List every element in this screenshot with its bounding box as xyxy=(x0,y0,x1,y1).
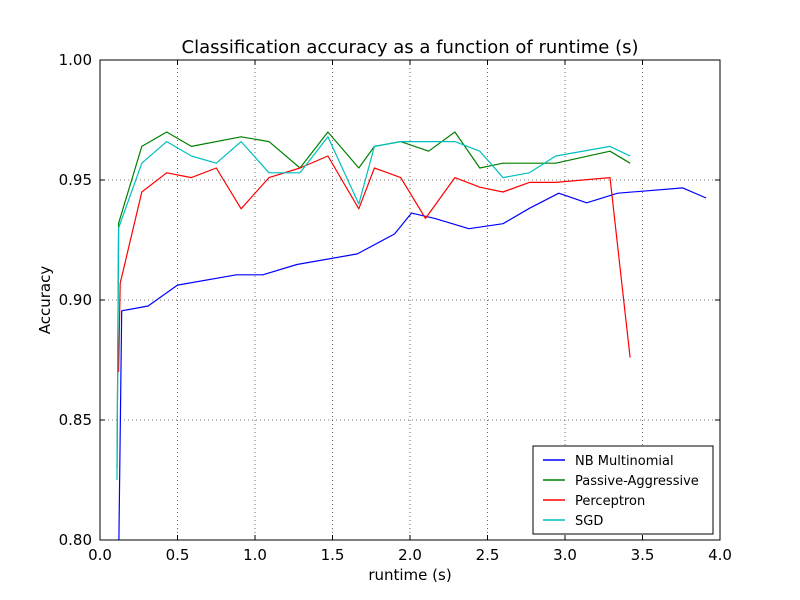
series-lines xyxy=(116,131,707,540)
x-tick-label: 3.5 xyxy=(631,546,655,564)
legend-label-perceptron: Perceptron xyxy=(575,494,645,509)
x-tick-label: 3.0 xyxy=(553,546,577,564)
y-tick-label: 0.85 xyxy=(59,411,92,429)
x-tick-label: 0.0 xyxy=(88,546,112,564)
chart-title: Classification accuracy as a function of… xyxy=(182,37,639,58)
y-axis-label: Accuracy xyxy=(36,266,54,335)
legend-label-passive-aggressive: Passive-Aggressive xyxy=(575,474,699,489)
axis-ticks xyxy=(99,59,721,541)
tick-labels: 0.0 0.5 1.0 1.5 2.0 2.5 3.0 3.5 4.0 0.80 0.85 0.90 0… xyxy=(59,51,732,564)
y-tick-label: 1.00 xyxy=(59,51,92,69)
x-tick-label: 2.0 xyxy=(398,546,422,564)
series-line-perceptron xyxy=(118,155,631,373)
legend-label-sgd: SGD xyxy=(575,514,603,529)
x-tick-label: 2.5 xyxy=(476,546,500,564)
x-tick-label: 1.0 xyxy=(243,546,267,564)
series-line-passive-aggressive xyxy=(116,131,631,469)
x-tick-label: 1.5 xyxy=(321,546,345,564)
series-line-sgd xyxy=(116,136,631,481)
x-tick-label: 4.0 xyxy=(708,546,732,564)
y-tick-label: 0.80 xyxy=(59,531,92,549)
y-tick-label: 0.90 xyxy=(59,291,92,309)
legend: NB Multinomial Passive-Aggressive Perceptr… xyxy=(532,445,714,535)
y-tick-label: 0.95 xyxy=(59,171,92,189)
x-tick-label: 0.5 xyxy=(166,546,190,564)
series-line-nb-multinomial xyxy=(118,187,707,540)
x-axis-label: runtime (s) xyxy=(368,566,451,584)
legend-label-nb-multinomial: NB Multinomial xyxy=(575,454,674,469)
